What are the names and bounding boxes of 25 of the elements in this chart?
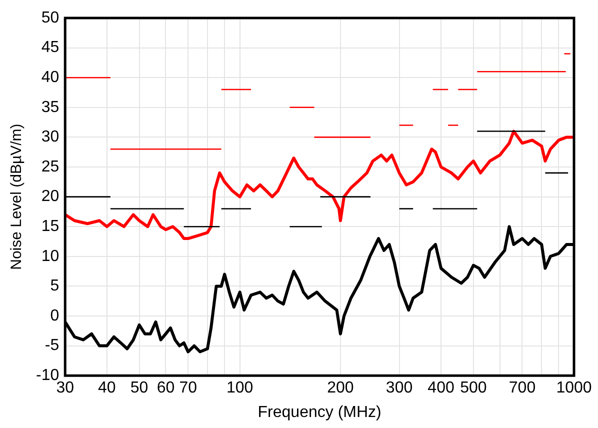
x-tick-label: 70: [179, 380, 198, 397]
x-tick-label: 400: [428, 380, 454, 397]
x-tick-label: 50: [130, 380, 148, 397]
x-tick-label: 60: [156, 380, 175, 397]
y-tick-label: 35: [41, 98, 60, 116]
x-tick-label: 40: [98, 380, 116, 397]
y-tick-label: 25: [41, 158, 60, 176]
x-tick-label: 700: [508, 380, 536, 397]
x-tick-label: 100: [226, 380, 254, 397]
x-tick-label: 500: [460, 380, 487, 397]
y-tick-label: 5: [50, 278, 60, 295]
y-tick-label: 45: [41, 39, 60, 56]
y-tick-label: -5: [44, 337, 60, 354]
x-axis-title: Frequency (MHz): [258, 404, 382, 421]
x-tick-label: 1000: [556, 380, 592, 397]
x-tick-label: 300: [386, 380, 413, 397]
y-tick-label: 50: [41, 9, 60, 26]
y-tick-label: 30: [41, 128, 60, 146]
y-tick-label: 0: [50, 307, 60, 324]
y-tick-label: 20: [41, 188, 60, 206]
x-tick-label: 200: [327, 380, 354, 397]
y-tick-label: 15: [41, 218, 60, 236]
y-axis-title: Noise Level (dBµV/m): [8, 124, 26, 270]
y-tick-label: 40: [41, 69, 60, 86]
y-tick-label: 10: [41, 248, 60, 265]
